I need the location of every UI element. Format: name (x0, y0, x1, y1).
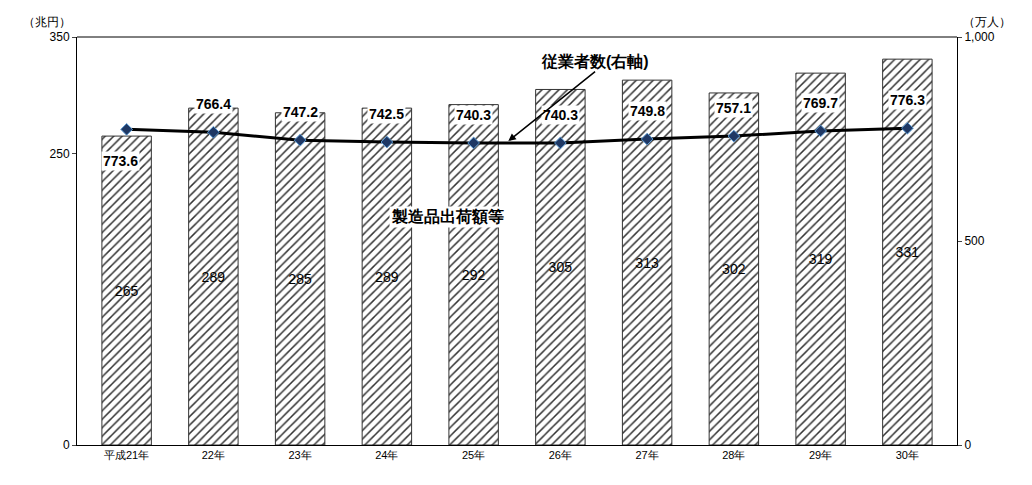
svg-text:29年: 29年 (809, 449, 832, 461)
svg-text:776.3: 776.3 (890, 92, 925, 108)
svg-text:500: 500 (964, 234, 984, 248)
svg-text:26年: 26年 (549, 449, 572, 461)
svg-text:747.2: 747.2 (283, 104, 318, 120)
svg-text:302: 302 (722, 261, 746, 277)
svg-text:1,000: 1,000 (964, 30, 994, 44)
svg-text:22年: 22年 (202, 449, 225, 461)
svg-text:319: 319 (809, 251, 833, 267)
svg-text:313: 313 (635, 255, 659, 271)
svg-text:0: 0 (964, 438, 971, 452)
svg-text:289: 289 (202, 269, 226, 285)
svg-text:23年: 23年 (289, 449, 312, 461)
svg-text:749.8: 749.8 (630, 103, 665, 119)
svg-text:24年: 24年 (375, 449, 398, 461)
svg-text:292: 292 (462, 267, 486, 283)
svg-text:（兆円）: （兆円） (23, 15, 71, 29)
svg-text:289: 289 (375, 269, 399, 285)
svg-text:平成21年: 平成21年 (104, 449, 149, 461)
svg-text:285: 285 (288, 271, 312, 287)
svg-text:28年: 28年 (722, 449, 745, 461)
svg-text:（万人）: （万人） (963, 15, 1011, 29)
svg-text:27年: 27年 (636, 449, 659, 461)
svg-text:265: 265 (115, 283, 139, 299)
svg-text:742.5: 742.5 (369, 106, 404, 122)
svg-text:305: 305 (549, 259, 573, 275)
svg-text:773.6: 773.6 (103, 153, 138, 169)
svg-text:757.1: 757.1 (716, 100, 751, 116)
svg-text:740.3: 740.3 (456, 107, 491, 123)
svg-text:740.3: 740.3 (543, 107, 578, 123)
svg-text:331: 331 (896, 244, 920, 260)
svg-text:従業者数(右軸): 従業者数(右軸) (541, 53, 649, 70)
svg-text:766.4: 766.4 (196, 96, 231, 112)
svg-text:769.7: 769.7 (803, 95, 838, 111)
svg-text:0: 0 (63, 438, 70, 452)
svg-text:30年: 30年 (896, 449, 919, 461)
svg-text:25年: 25年 (462, 449, 485, 461)
svg-text:250: 250 (50, 147, 70, 161)
svg-text:350: 350 (50, 30, 70, 44)
svg-text:製造品出荷額等: 製造品出荷額等 (391, 208, 504, 226)
